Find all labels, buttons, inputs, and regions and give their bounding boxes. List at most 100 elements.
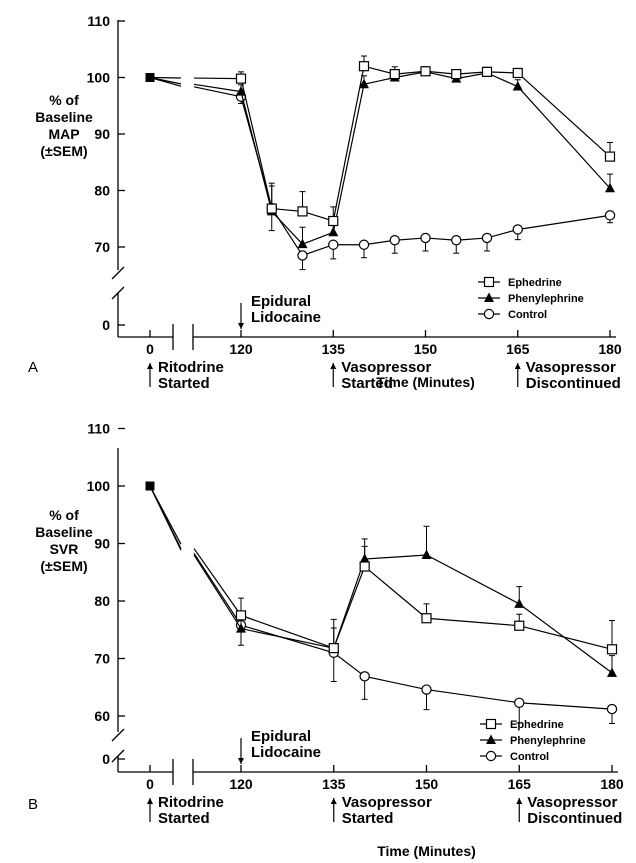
y-axis-label: % of Baseline MAP (±SEM) [35, 92, 93, 159]
data-point-ephedrine [358, 61, 370, 72]
legend: Ephedrine Phenylephrine Control [478, 276, 584, 321]
legend: Ephedrine Phenylephrine Control [480, 718, 586, 763]
y-axis-break-mark [111, 266, 125, 280]
legend-marker-phenylephrine [484, 292, 494, 302]
y-tick-label: 0 [102, 317, 110, 333]
data-point-phenylephrine [328, 226, 339, 237]
x-tick-label: 120 [229, 776, 253, 792]
ritodrine-started-label-arrow-head [147, 363, 153, 369]
annotation-line: Lidocaine [251, 744, 321, 761]
legend-label: Control [508, 309, 547, 321]
y-tick-label: 60 [94, 708, 110, 724]
annotation-line: Discontinued [527, 810, 622, 827]
series-line-ephedrine [193, 77, 242, 80]
data-point-ephedrine [514, 620, 525, 631]
y-tick-label: 70 [94, 651, 110, 667]
y-tick-label: 100 [87, 478, 111, 494]
data-point-control [451, 235, 462, 246]
series-line-phenylephrine [193, 83, 242, 93]
series-line-control [193, 86, 242, 98]
data-point-control [358, 239, 370, 250]
data-point-ephedrine [266, 203, 277, 214]
data-point-ephedrine [328, 643, 339, 654]
ritodrine-started-label: Ritodrine Started [158, 794, 224, 827]
series-line-control [240, 624, 613, 710]
x-tick-label: 120 [229, 341, 253, 357]
series-line-ephedrine [149, 76, 181, 79]
y-axis-break-mark [111, 728, 125, 742]
x-tick-label: 165 [508, 776, 532, 792]
y-axis-label-line: % of [49, 507, 79, 523]
ritodrine-started-label-arrow-head [147, 798, 153, 804]
data-point-control [481, 232, 493, 244]
data-point-control [606, 703, 618, 715]
series-line-control [240, 96, 611, 257]
series-line-phenylephrine [240, 71, 611, 245]
series-line-ephedrine [240, 565, 613, 650]
series-ephedrine [149, 485, 618, 655]
annotation-line: Started [158, 810, 210, 827]
vasopressor-started-label: Vasopressor Started [341, 359, 431, 392]
x-tick-label: 135 [322, 341, 346, 357]
data-point-phenylephrine [421, 549, 432, 559]
legend-label: Phenylephrine [510, 735, 586, 747]
vasopressor-discontinued-label: Vasopressor Discontinued [526, 359, 621, 392]
legend-marker-ephedrine [485, 718, 497, 730]
annotation-line: Vasopressor [527, 794, 617, 811]
x-axis-title: Time (Minutes) [377, 843, 476, 859]
data-point-ephedrine [512, 67, 523, 79]
x-tick-label: 150 [414, 341, 438, 357]
data-point-control [514, 697, 525, 708]
annotation-line: Vasopressor [526, 359, 616, 376]
data-point-ephedrine [421, 613, 432, 624]
data-point-control [297, 250, 308, 261]
annotation-line: Started [158, 375, 210, 392]
panel-b-svr-chart: 0 60 70 80 90 100 110 0 120 135 150 165 180 % of Basel… [28, 421, 624, 860]
data-point-control [604, 210, 616, 221]
y-axis-label-line: (±SEM) [40, 143, 87, 159]
x-tick-label: 180 [600, 776, 624, 792]
x-tick-label: 180 [598, 341, 622, 357]
x-tick-label: 150 [415, 776, 439, 792]
annotation-line: Ritodrine [158, 794, 224, 811]
x-tick-label: 135 [322, 776, 346, 792]
y-tick-label: 90 [94, 126, 110, 142]
series-line-control [193, 552, 242, 626]
legend-label: Control [510, 751, 549, 763]
data-point-ephedrine [235, 610, 247, 621]
data-point-ephedrine [235, 73, 247, 84]
legend-label: Ephedrine [508, 277, 562, 289]
annotation-line: Lidocaine [251, 309, 321, 326]
data-point-ephedrine [389, 69, 400, 80]
series-line-ephedrine [240, 65, 611, 222]
series-control [149, 76, 616, 271]
x-axis-title: Time (Minutes) [376, 374, 475, 390]
annotation-line: Epidural [251, 293, 311, 310]
data-point-ephedrine [606, 644, 618, 655]
data-point-control [421, 684, 432, 695]
vasopressor-started-label-arrow-head [330, 363, 337, 369]
legend-label: Ephedrine [510, 719, 564, 731]
series-line-ephedrine [193, 548, 242, 616]
data-point-phenylephrine [514, 598, 525, 608]
y-axis-label-line: MAP [48, 126, 79, 142]
data-point-ephedrine [481, 66, 493, 77]
annotation-line: Vasopressor [342, 794, 432, 811]
legend-marker-ephedrine [483, 276, 495, 288]
y-tick-label: 0 [102, 751, 110, 767]
vasopressor-discontinued-label-arrow-head [516, 798, 523, 804]
annotation-line: Ritodrine [158, 359, 224, 376]
legend-label: Phenylephrine [508, 293, 584, 305]
data-point-control [328, 239, 339, 250]
series-control [149, 485, 618, 724]
baseline-point [145, 73, 155, 82]
series-line-phenylephrine [240, 554, 613, 674]
data-point-phenylephrine [512, 81, 523, 91]
data-point-phenylephrine [607, 667, 617, 677]
series-line-phenylephrine [149, 76, 182, 85]
series-line-phenylephrine [193, 554, 242, 629]
ritodrine-started-label: Ritodrine Started [158, 359, 224, 392]
y-axis-break-mark [111, 286, 125, 300]
series-line-ephedrine [149, 485, 182, 545]
